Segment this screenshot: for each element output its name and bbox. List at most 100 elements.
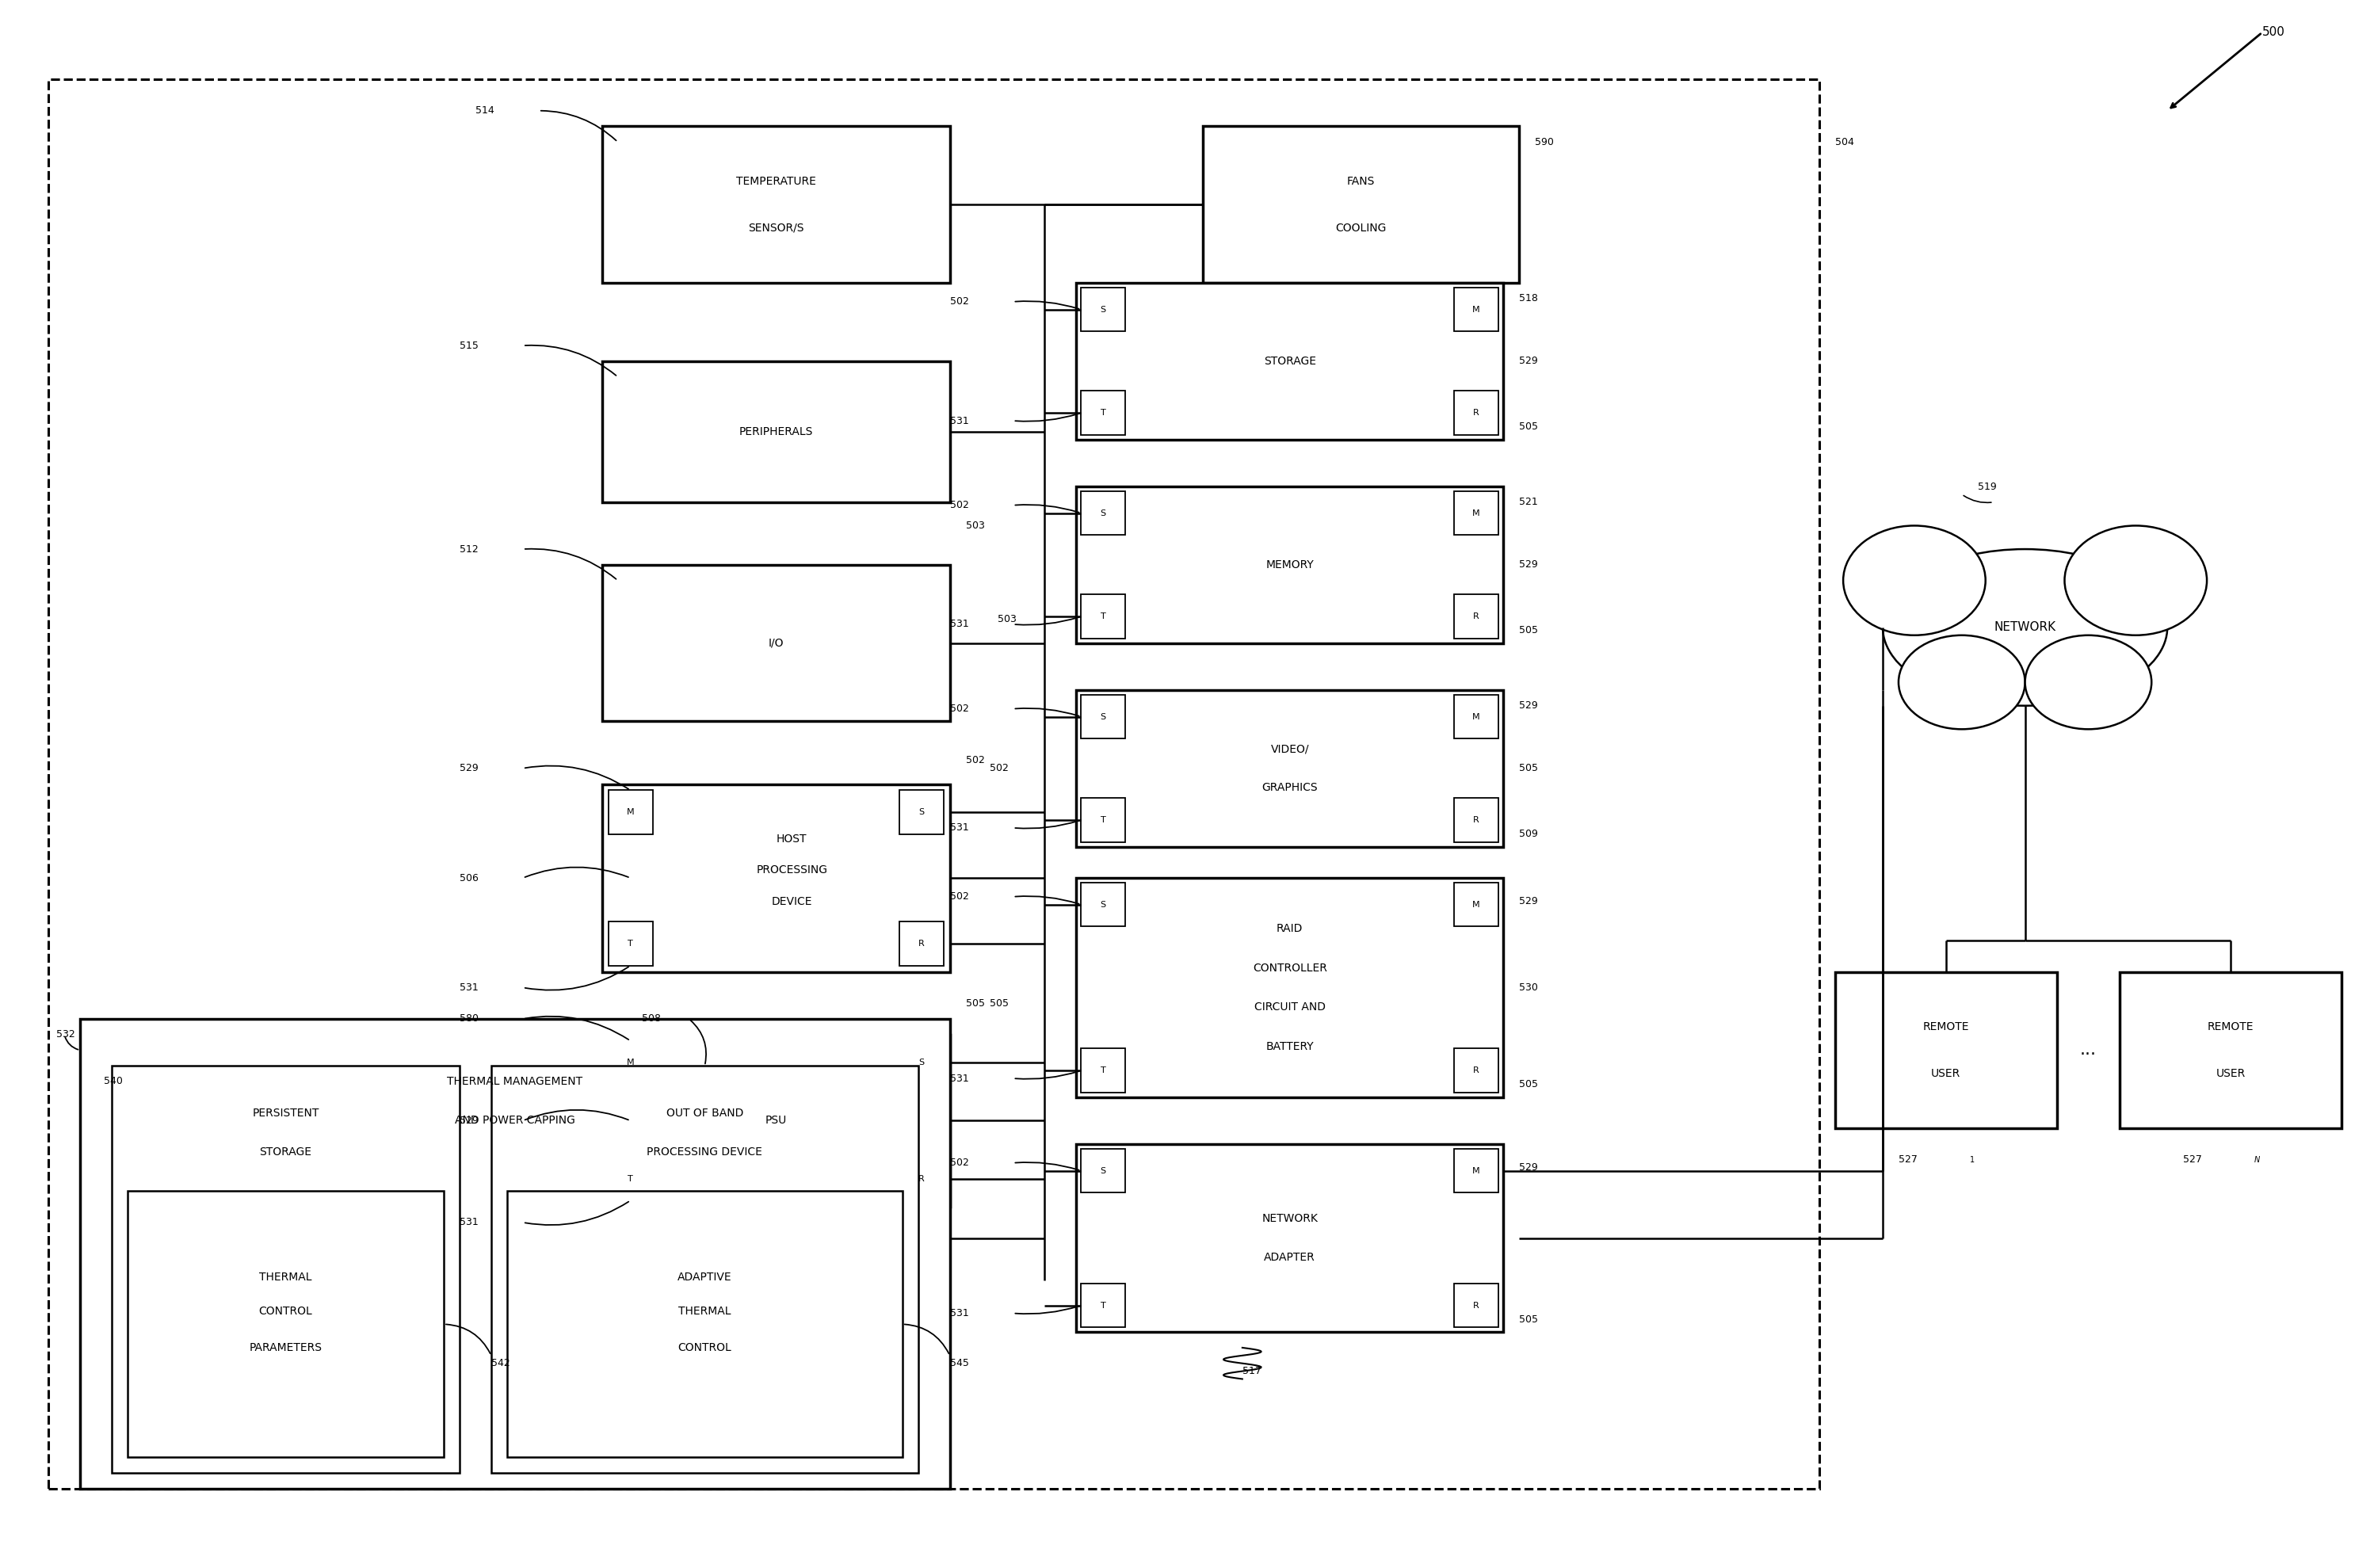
Bar	[608, 790, 653, 834]
Bar	[1455, 1149, 1498, 1193]
Text: 505: 505	[1519, 764, 1538, 773]
Text: T: T	[627, 1174, 634, 1182]
Text: 505: 505	[1519, 1079, 1538, 1090]
Text: 502: 502	[950, 296, 969, 307]
Bar	[1080, 883, 1125, 927]
Bar	[81, 1019, 950, 1488]
Text: M: M	[1472, 510, 1479, 517]
Text: R: R	[1474, 815, 1479, 823]
Text: 531: 531	[950, 1073, 969, 1083]
Text: 515: 515	[461, 340, 480, 351]
Text: NETWORK: NETWORK	[1994, 621, 2056, 633]
Bar	[1075, 690, 1503, 847]
Bar	[128, 1192, 444, 1457]
Bar	[1455, 1284, 1498, 1328]
Text: R: R	[1474, 1301, 1479, 1309]
Text: T: T	[1102, 409, 1106, 417]
Text: 531: 531	[461, 1217, 480, 1228]
Bar	[1835, 972, 2056, 1129]
Text: 531: 531	[461, 983, 480, 993]
Text: 521: 521	[1519, 497, 1538, 508]
Text: M: M	[627, 1058, 634, 1066]
Text: 1: 1	[1970, 1156, 1975, 1163]
Bar	[47, 80, 1818, 1488]
Bar	[603, 127, 950, 282]
Bar	[608, 1157, 653, 1201]
Bar	[900, 1041, 942, 1085]
Text: COOLING: COOLING	[1337, 223, 1386, 234]
Text: THERMAL MANAGEMENT: THERMAL MANAGEMENT	[446, 1076, 582, 1087]
Text: 529: 529	[1519, 560, 1538, 569]
Text: T: T	[1102, 1066, 1106, 1074]
Bar	[1080, 695, 1125, 739]
Bar	[1455, 695, 1498, 739]
Text: THERMAL: THERMAL	[679, 1306, 731, 1317]
Text: 530: 530	[1519, 983, 1538, 993]
Text: STORAGE: STORAGE	[1263, 356, 1315, 367]
Text: 517: 517	[1242, 1366, 1261, 1377]
Text: DEVICE: DEVICE	[772, 895, 812, 906]
Text: 540: 540	[104, 1076, 123, 1087]
Text: SENSOR/S: SENSOR/S	[748, 223, 805, 234]
Text: 519: 519	[1978, 481, 1997, 492]
Text: T: T	[627, 939, 634, 947]
Text: 545: 545	[950, 1358, 969, 1369]
Text: 502: 502	[950, 704, 969, 713]
Text: GRAPHICS: GRAPHICS	[1263, 782, 1318, 793]
Text: NETWORK: NETWORK	[1261, 1214, 1318, 1225]
Text: 503: 503	[997, 615, 1016, 624]
Text: N: N	[2255, 1156, 2260, 1163]
Text: 502: 502	[950, 892, 969, 902]
Bar	[491, 1066, 919, 1472]
Bar	[1455, 390, 1498, 434]
Bar	[1455, 1049, 1498, 1093]
Text: M: M	[627, 808, 634, 817]
Ellipse shape	[1842, 525, 1985, 635]
Text: THERMAL: THERMAL	[259, 1272, 311, 1283]
Text: S: S	[919, 1058, 923, 1066]
Text: I/O: I/O	[769, 638, 783, 649]
Text: S: S	[1102, 510, 1106, 517]
Text: 590: 590	[1536, 136, 1553, 147]
Text: CONTROLLER: CONTROLLER	[1253, 963, 1327, 974]
Text: 502: 502	[990, 764, 1009, 773]
Bar	[1455, 798, 1498, 842]
Bar	[900, 922, 942, 966]
Text: PARAMETERS: PARAMETERS	[249, 1342, 323, 1353]
Text: MEMORY: MEMORY	[1265, 560, 1313, 571]
Bar	[1080, 390, 1125, 434]
Bar	[1080, 491, 1125, 535]
Text: USER: USER	[1930, 1068, 1961, 1079]
Ellipse shape	[1899, 635, 2025, 729]
Text: PROCESSING DEVICE: PROCESSING DEVICE	[648, 1146, 762, 1157]
Text: 505: 505	[990, 999, 1009, 1008]
Text: AND POWER CAPPING: AND POWER CAPPING	[456, 1115, 575, 1126]
Text: CIRCUIT AND: CIRCUIT AND	[1253, 1002, 1325, 1013]
Bar	[603, 784, 950, 972]
Bar	[1075, 1145, 1503, 1333]
Text: T: T	[1102, 613, 1106, 621]
Text: VIDEO/: VIDEO/	[1270, 743, 1308, 754]
Text: 505: 505	[1519, 1314, 1538, 1325]
Text: TEMPERATURE: TEMPERATURE	[736, 176, 817, 187]
Text: 531: 531	[950, 1308, 969, 1319]
Text: HOST: HOST	[776, 833, 807, 844]
Text: 529: 529	[461, 764, 480, 773]
Text: T: T	[1102, 815, 1106, 823]
Bar	[608, 922, 653, 966]
Text: 500: 500	[2262, 27, 2286, 38]
Text: PERSISTENT: PERSISTENT	[252, 1107, 318, 1118]
Bar	[1075, 486, 1503, 643]
Bar	[1080, 1049, 1125, 1093]
Text: PERIPHERALS: PERIPHERALS	[738, 426, 812, 437]
Text: 508: 508	[641, 1014, 660, 1024]
Text: 529: 529	[461, 1115, 480, 1126]
Text: R: R	[919, 1174, 923, 1182]
Bar	[508, 1192, 902, 1457]
Bar	[1455, 287, 1498, 331]
Text: 529: 529	[1519, 1162, 1538, 1173]
Ellipse shape	[1883, 549, 2167, 706]
Text: S: S	[1102, 1167, 1106, 1174]
Text: ADAPTIVE: ADAPTIVE	[677, 1272, 731, 1283]
Bar	[1455, 491, 1498, 535]
